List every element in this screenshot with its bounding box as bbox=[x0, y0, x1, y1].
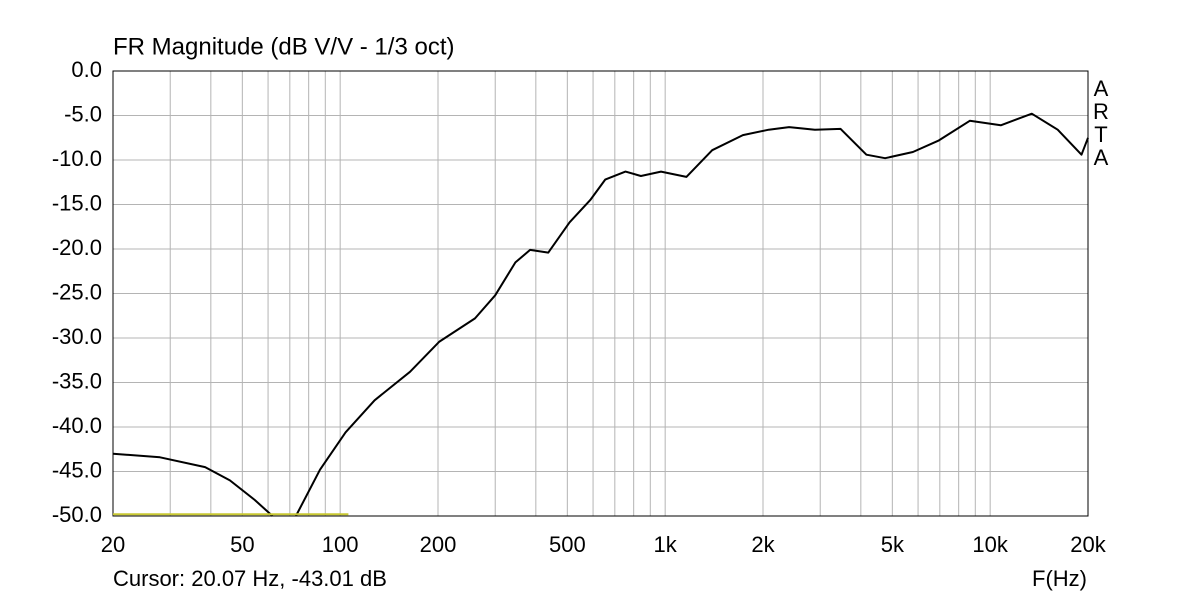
x-axis-label: F(Hz) bbox=[1032, 566, 1087, 591]
x-tick-label: 5k bbox=[881, 532, 905, 557]
x-tick-label: 100 bbox=[322, 532, 359, 557]
plot-frame bbox=[112, 70, 1089, 517]
y-tick-label: 0.0 bbox=[71, 57, 102, 82]
x-tick-label: 1k bbox=[654, 532, 678, 557]
y-tick-label: -50.0 bbox=[52, 502, 102, 527]
y-tick-label: -25.0 bbox=[52, 279, 102, 304]
side-label: ARTA bbox=[1089, 76, 1114, 168]
y-tick-label: -35.0 bbox=[52, 368, 102, 393]
x-tick-label: 50 bbox=[230, 532, 254, 557]
cursor-readout: Cursor: 20.07 Hz, -43.01 dB bbox=[113, 566, 387, 591]
response-line bbox=[112, 112, 1089, 517]
x-tick-label: 200 bbox=[420, 532, 457, 557]
x-tick-label: 20k bbox=[1070, 532, 1106, 557]
y-tick-label: -45.0 bbox=[52, 457, 102, 482]
y-tick-label: -20.0 bbox=[52, 235, 102, 260]
chart-title: FR Magnitude (dB V/V - 1/3 oct) bbox=[113, 33, 454, 60]
y-tick-label: -40.0 bbox=[52, 413, 102, 438]
x-tick-label: 2k bbox=[751, 532, 775, 557]
x-tick-label: 10k bbox=[972, 532, 1008, 557]
y-tick-label: -10.0 bbox=[52, 146, 102, 171]
x-tick-label: 500 bbox=[549, 532, 586, 557]
x-tick-label: 20 bbox=[101, 532, 125, 557]
y-tick-label: -30.0 bbox=[52, 324, 102, 349]
y-tick-label: -15.0 bbox=[52, 190, 102, 215]
y-tick-label: -5.0 bbox=[64, 101, 102, 126]
